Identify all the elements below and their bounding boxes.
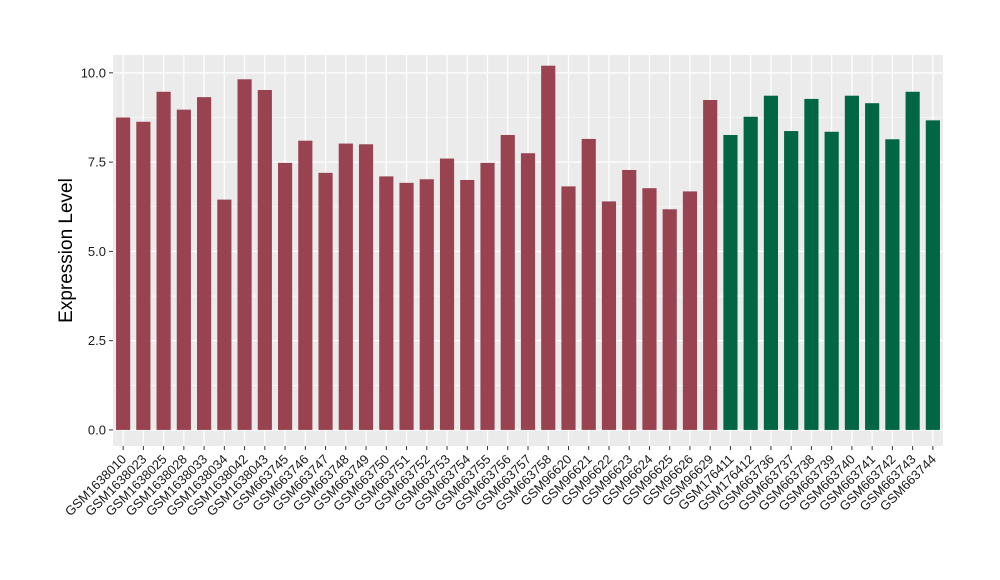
- bar-GSM96623: [622, 169, 637, 430]
- bar-GSM96624: [642, 188, 657, 430]
- bar-GSM663756: [500, 134, 515, 430]
- bar-GSM1638025: [156, 91, 171, 430]
- y-axis-label: Expression Level: [56, 178, 77, 323]
- y-tick-label: 2.5: [88, 333, 106, 348]
- bar-GSM663748: [338, 143, 353, 430]
- bar-GSM1638023: [136, 121, 151, 430]
- bar-GSM1638043: [257, 89, 272, 430]
- bar-GSM1638010: [116, 117, 131, 430]
- bar-GSM96625: [662, 209, 677, 430]
- y-tick-label: 10.0: [81, 65, 106, 80]
- y-axis: 0.0 2.5 5.0 7.5 10.0: [81, 65, 113, 437]
- bar-GSM663746: [298, 140, 313, 430]
- bar-GSM663743: [905, 91, 920, 430]
- x-axis: GSM1638010GSM1638023GSM1638025GSM1638028…: [62, 446, 939, 519]
- y-tick-label: 7.5: [88, 155, 106, 170]
- y-tick-label: 5.0: [88, 244, 106, 259]
- bar-GSM1638033: [197, 97, 212, 430]
- bar-GSM663744: [925, 120, 940, 430]
- bar-GSM1638034: [217, 199, 232, 430]
- bar-GSM663745: [277, 162, 293, 430]
- bar-GSM96622: [601, 201, 617, 430]
- bar-GSM663749: [358, 144, 374, 430]
- bar-GSM663747: [318, 172, 333, 430]
- bar-GSM663736: [763, 95, 779, 430]
- bar-GSM663742: [885, 139, 900, 430]
- bar-GSM663757: [520, 153, 536, 430]
- bar-GSM1638042: [237, 79, 252, 430]
- y-tick-label: 0.0: [88, 422, 106, 437]
- bar-GSM176412: [743, 116, 758, 430]
- bar-GSM663752: [419, 179, 434, 430]
- bar-GSM663741: [865, 103, 880, 430]
- bar-GSM663754: [460, 179, 475, 430]
- bar-GSM663751: [399, 182, 414, 430]
- bar-GSM176411: [723, 134, 738, 430]
- bar-GSM663755: [480, 162, 495, 430]
- bar-GSM96620: [561, 186, 576, 430]
- bar-GSM96621: [581, 138, 596, 430]
- bar-GSM663758: [541, 65, 556, 430]
- bars: [116, 65, 940, 430]
- bar-GSM663740: [844, 95, 859, 430]
- bar-GSM663737: [784, 131, 799, 430]
- bar-GSM663750: [379, 176, 394, 430]
- bar-GSM663753: [439, 158, 455, 430]
- bar-GSM663738: [804, 98, 819, 430]
- bar-GSM663739: [824, 131, 839, 430]
- bar-GSM1638028: [176, 109, 191, 430]
- bar-GSM96629: [703, 99, 718, 430]
- bar-GSM96626: [682, 191, 698, 430]
